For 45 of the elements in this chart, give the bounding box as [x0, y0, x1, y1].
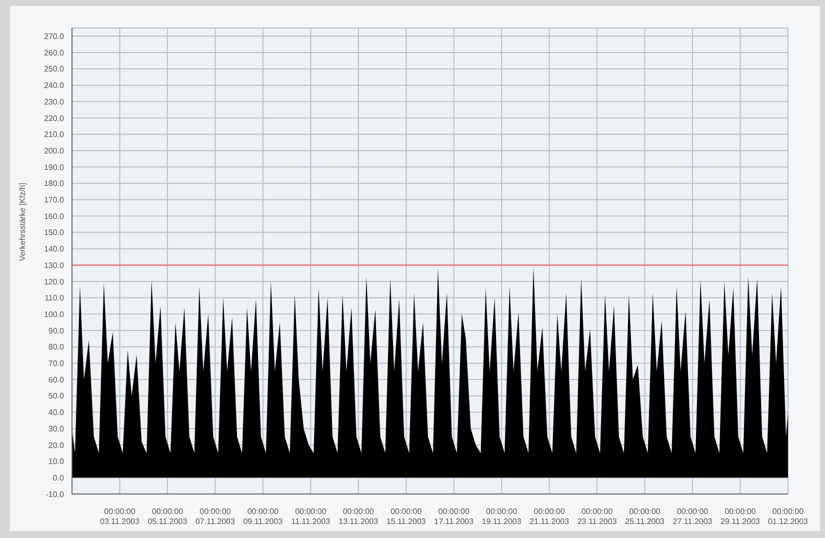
x-tick-label: 00:00:00 23.11.2003	[577, 507, 618, 526]
y-tick-label: 160.0	[44, 212, 65, 221]
y-tick-label: 220.0	[44, 114, 65, 123]
y-tick-label: 40.0	[48, 408, 65, 418]
x-tick-label: 00:00:00 21.11.2003	[530, 507, 570, 526]
y-axis-title: Verkehrsstärke [Kfz/h]	[18, 182, 27, 261]
y-tick-label: 240.0	[44, 81, 65, 90]
y-tick-label: 210.0	[44, 130, 65, 140]
y-tick-label: 180.0	[44, 179, 65, 188]
x-tick-label: 00:00:00 03.11.2003	[100, 507, 140, 526]
y-tick-label: 270.0	[44, 32, 65, 42]
y-tick-label: 30.0	[48, 424, 65, 434]
x-tick-label: 00:00:00 25.11.2003	[625, 507, 666, 526]
x-tick-label: 00:00:00 19.11.2003	[482, 507, 522, 526]
y-tick-label: -10.0	[46, 490, 65, 499]
y-tick-label: 70.0	[48, 359, 65, 368]
x-tick-label: 00:00:00 13.11.2003	[338, 507, 379, 526]
x-tick-label: 00:00:00 09.11.2003	[243, 507, 284, 526]
y-tick-label: 10.0	[48, 457, 65, 466]
y-tick-label: 0.0	[52, 473, 65, 482]
y-tick-label: 250.0	[44, 64, 65, 74]
y-tick-label: 260.0	[44, 48, 65, 58]
x-tick-label: 00:00:00 05.11.2003	[148, 507, 188, 526]
y-tick-label: 80.0	[48, 342, 65, 352]
x-tick-label: 00:00:00 11.11.2003	[291, 507, 331, 526]
x-tick-label: 00:00:00 01.12.2003	[768, 507, 809, 526]
x-tick-label: 00:00:00 07.11.2003	[195, 507, 236, 526]
y-tick-label: 100.0	[44, 310, 65, 319]
y-tick-label: 90.0	[48, 326, 65, 336]
y-tick-label: 150.0	[44, 228, 65, 238]
x-tick-label: 00:00:00 29.11.2003	[720, 507, 761, 526]
y-tick-label: 230.0	[44, 97, 65, 106]
y-tick-label: 120.0	[44, 277, 65, 286]
x-tick-label: 00:00:00 17.11.2003	[434, 507, 474, 526]
y-tick-label: 200.0	[44, 146, 65, 156]
y-tick-label: 170.0	[44, 196, 65, 205]
y-tick-label: 50.0	[48, 392, 65, 401]
y-tick-label: 60.0	[48, 375, 65, 384]
x-tick-label: 00:00:00 27.11.2003	[672, 507, 713, 526]
y-tick-label: 130.0	[44, 260, 65, 270]
y-tick-label: 140.0	[44, 244, 65, 254]
x-tick-label: 00:00:00 15.11.2003	[386, 507, 426, 526]
y-tick-label: 190.0	[44, 162, 65, 172]
y-tick-label: 110.0	[44, 294, 65, 303]
y-tick-label: 20.0	[48, 440, 65, 450]
